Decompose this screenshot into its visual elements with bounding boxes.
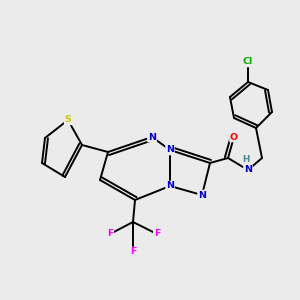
- Text: Cl: Cl: [243, 58, 253, 67]
- Text: N: N: [244, 166, 252, 175]
- Text: N: N: [166, 146, 174, 154]
- Text: O: O: [230, 133, 238, 142]
- Text: N: N: [166, 182, 174, 190]
- Text: N: N: [198, 190, 206, 200]
- Text: F: F: [130, 248, 136, 256]
- Text: N: N: [148, 133, 156, 142]
- Text: F: F: [107, 230, 113, 238]
- Text: H: H: [242, 155, 250, 164]
- Text: N: N: [148, 133, 156, 142]
- Text: F: F: [154, 230, 160, 238]
- Text: S: S: [64, 116, 71, 124]
